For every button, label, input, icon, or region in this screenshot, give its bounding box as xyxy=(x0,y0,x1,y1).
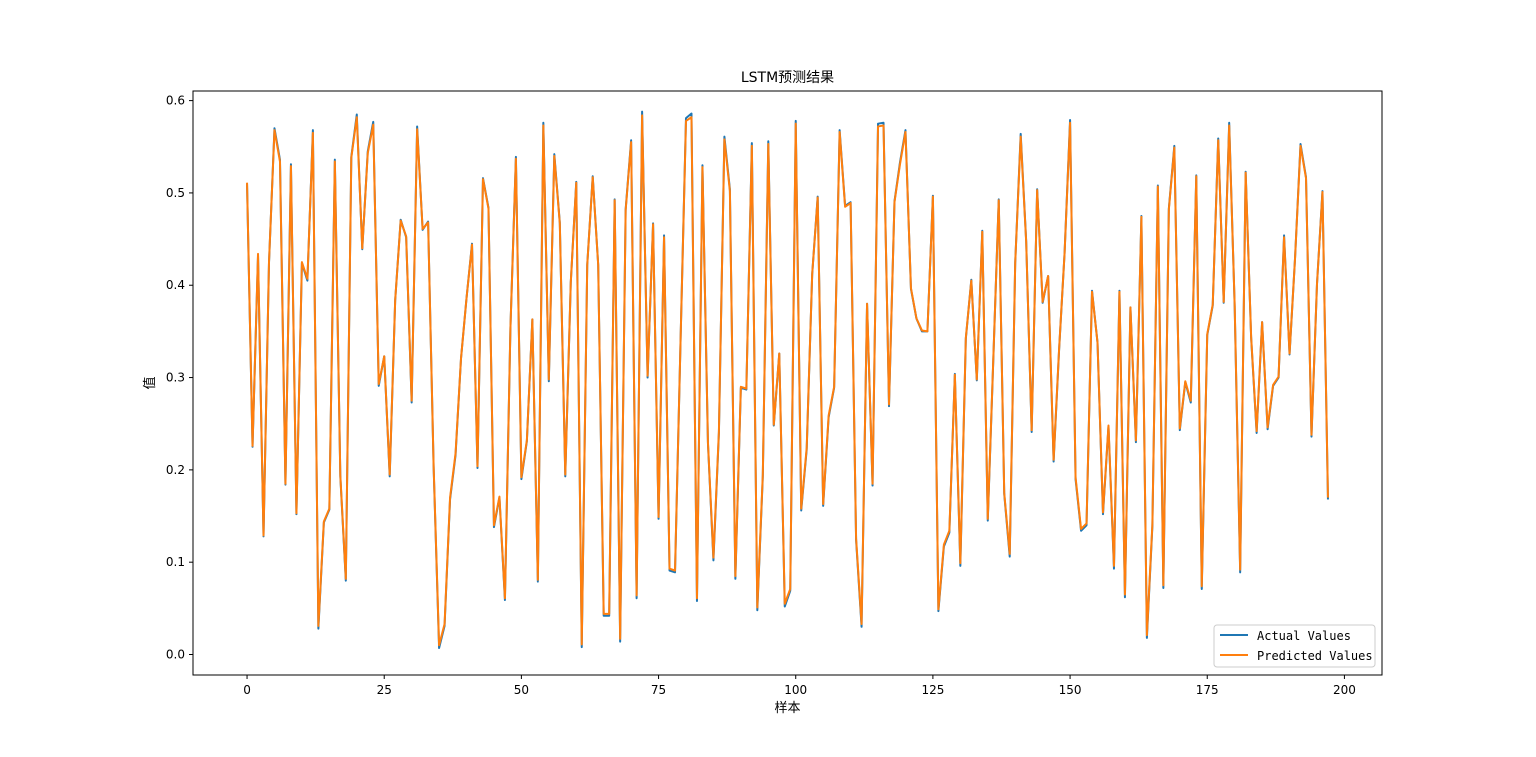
x-tick-label: 0 xyxy=(243,683,251,697)
x-tick-label: 125 xyxy=(921,683,944,697)
x-tick-label: 100 xyxy=(784,683,807,697)
legend-label-predicted: Predicted Values xyxy=(1257,649,1373,663)
x-tick-label: 200 xyxy=(1333,683,1356,697)
plot-area-frame xyxy=(192,90,1383,676)
x-tick-label: 175 xyxy=(1196,683,1219,697)
legend: Actual Values Predicted Values xyxy=(1213,624,1376,668)
y-tick-label: 0.3 xyxy=(166,371,185,385)
x-axis: 0 25 50 75 100 125 150 175 200 xyxy=(243,675,1356,697)
legend-label-actual: Actual Values xyxy=(1257,629,1351,643)
y-tick-label: 0.5 xyxy=(166,186,185,200)
series-layer xyxy=(246,110,1329,650)
y-tick-label: 0.6 xyxy=(166,94,185,108)
x-tick-label: 50 xyxy=(514,683,529,697)
y-tick-label: 0.0 xyxy=(166,648,185,662)
y-axis-label: 值 xyxy=(142,376,158,389)
x-tick-label: 25 xyxy=(377,683,392,697)
series-line-predicted-values xyxy=(246,114,1329,647)
x-tick-label: 150 xyxy=(1059,683,1082,697)
legend-frame xyxy=(1213,624,1376,668)
x-tick-label: 75 xyxy=(651,683,666,697)
x-axis-label: 样本 xyxy=(774,701,800,716)
chart-title: LSTM预测结果 xyxy=(741,70,834,86)
y-tick-label: 0.2 xyxy=(166,463,185,477)
y-axis: 0.0 0.1 0.2 0.3 0.4 0.5 0.6 xyxy=(166,94,193,662)
y-tick-label: 0.1 xyxy=(166,555,185,569)
y-tick-label: 0.4 xyxy=(166,278,185,292)
